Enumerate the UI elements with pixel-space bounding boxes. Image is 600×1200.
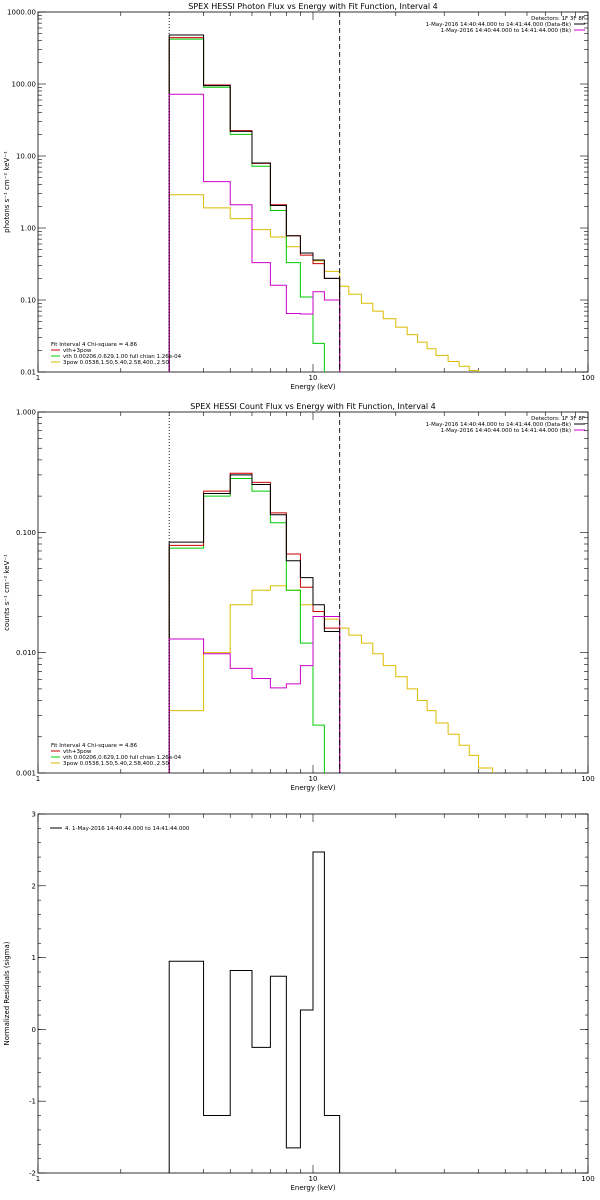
x-tick-label: 10 [309, 374, 318, 382]
x-axis: 1 10 100 Energy (keV) [36, 12, 595, 391]
series-group [168, 851, 341, 1173]
y-tick-label: 10.00 [16, 153, 36, 161]
y-tick-label: -2 [29, 1170, 36, 1178]
legend-top: Detectors: 1F 3F 8F1-May-2016 14:40:44.0… [426, 416, 585, 434]
legend-label: 3pow 0.0538,1.50,5.40,2.58,400.,2.50 [63, 360, 169, 366]
series-line-5 [168, 585, 494, 773]
x-tick-label: 100 [581, 1175, 594, 1183]
legend-label: 1-May-2016 14:40:44.000 to 14:41:44.000 … [441, 28, 571, 34]
y-axis-label: counts s⁻¹ cm⁻² keV⁻¹ [3, 554, 11, 631]
series-line-5 [168, 194, 480, 372]
x-axis-label: Energy (keV) [290, 784, 335, 792]
legend-label: 4. 1-May-2016 14:40:44.000 to 14:41:44.0… [65, 826, 190, 832]
y-axis: 0.001 0.010 0.100 1.000 counts s⁻¹ cm⁻² keV⁻… [3, 409, 588, 778]
series-group [168, 472, 494, 773]
series-line-1 [168, 851, 341, 1173]
legend-label: 1-May-2016 14:40:44.000 to 14:41:44.000 … [426, 22, 571, 28]
legend-fit-header: Fit Interval 4 Chi-square = 4.86 [51, 342, 138, 348]
y-tick-label: 1.000 [16, 409, 36, 417]
y-tick-label: 0.010 [16, 649, 36, 657]
series-line-1 [168, 34, 341, 372]
y-tick-label: 0.10 [20, 297, 36, 305]
y-axis: -2 -1 0 1 2 3 Normalized Residuals (sigma) [3, 811, 588, 1178]
series-line-3 [168, 37, 341, 372]
legend-label: vth+3pow [63, 348, 92, 354]
x-tick-label: 1 [36, 374, 40, 382]
chart-title: SPEX HESSI Count Flux vs Energy with Fit… [190, 402, 435, 411]
legend-label: 3pow 0.0538,1.50,5.40,2.58,400.,2.50 [63, 761, 169, 767]
x-tick-label: 100 [581, 374, 594, 382]
y-tick-label: 0.01 [20, 369, 36, 377]
y-tick-label: 0.100 [16, 529, 36, 537]
series-line-2 [168, 615, 341, 773]
x-axis: 1 10 100 Energy (keV) [36, 412, 595, 792]
y-axis-label: photons s⁻¹ cm⁻² keV⁻¹ [3, 151, 11, 233]
y-tick-label: 1.00 [20, 225, 36, 233]
legend-header: Detectors: 1F 3F 8F [531, 16, 585, 22]
y-tick-label: 1 [32, 954, 36, 962]
series-line-2 [168, 93, 341, 372]
series-group [168, 34, 480, 372]
x-axis-label: Energy (keV) [290, 383, 335, 391]
chart-title: SPEX HESSI Photon Flux vs Energy with Fi… [188, 2, 438, 11]
y-tick-label: 3 [32, 811, 36, 819]
y-tick-label: 100.00 [12, 81, 37, 89]
series-line-3 [168, 472, 341, 773]
legend-top: 4. 1-May-2016 14:40:44.000 to 14:41:44.0… [50, 826, 190, 832]
x-tick-label: 100 [581, 775, 594, 783]
chart-panel-1: SPEX HESSI Photon Flux vs Energy with Fi… [3, 2, 595, 391]
y-axis: 0.01 0.10 1.00 10.00 100.00 1000.00 photons s⁻… [3, 9, 588, 377]
x-axis-label: Energy (keV) [290, 1184, 335, 1192]
legend-label: vth 0.00206,0.629,1.00 full chian 1.26e-… [63, 354, 182, 360]
y-tick-label: 0.001 [16, 770, 36, 778]
series-line-1 [168, 474, 341, 773]
x-tick-label: 1 [36, 775, 40, 783]
legend-header: Detectors: 1F 3F 8F [531, 416, 585, 422]
x-tick-label: 1 [36, 1175, 40, 1183]
y-tick-label: 0 [32, 1026, 36, 1034]
legend-top: Detectors: 1F 3F 8F1-May-2016 14:40:44.0… [426, 16, 585, 34]
legend-fit-header: Fit Interval 4 Chi-square = 4.86 [51, 743, 138, 749]
y-axis-label: Normalized Residuals (sigma) [3, 941, 11, 1045]
x-tick-label: 10 [309, 775, 318, 783]
chart-panel-3: 1 10 100 Energy (keV) -2 -1 0 1 2 3 Normalized Res… [3, 811, 595, 1193]
legend-label: 1-May-2016 14:40:44.000 to 14:41:44.000 … [441, 428, 571, 434]
series-line-4 [168, 38, 325, 372]
series-line-4 [168, 478, 325, 773]
legend-label: vth+3pow [63, 749, 92, 755]
chart-panel-2: SPEX HESSI Count Flux vs Energy with Fit… [3, 402, 595, 792]
legend-bottom: Fit Interval 4 Chi-square = 4.86vth+3pow… [51, 342, 182, 366]
y-tick-label: -1 [29, 1098, 36, 1106]
legend-label: vth 0.00206,0.629,1.00 full chian 1.26e-… [63, 755, 182, 761]
y-tick-label: 2 [32, 882, 36, 890]
legend-bottom: Fit Interval 4 Chi-square = 4.86vth+3pow… [51, 743, 182, 767]
y-tick-label: 1000.00 [7, 9, 36, 17]
legend-label: 1-May-2016 14:40:44.000 to 14:41:44.000 … [426, 422, 571, 428]
x-tick-label: 10 [309, 1175, 318, 1183]
x-axis: 1 10 100 Energy (keV) [36, 814, 595, 1192]
